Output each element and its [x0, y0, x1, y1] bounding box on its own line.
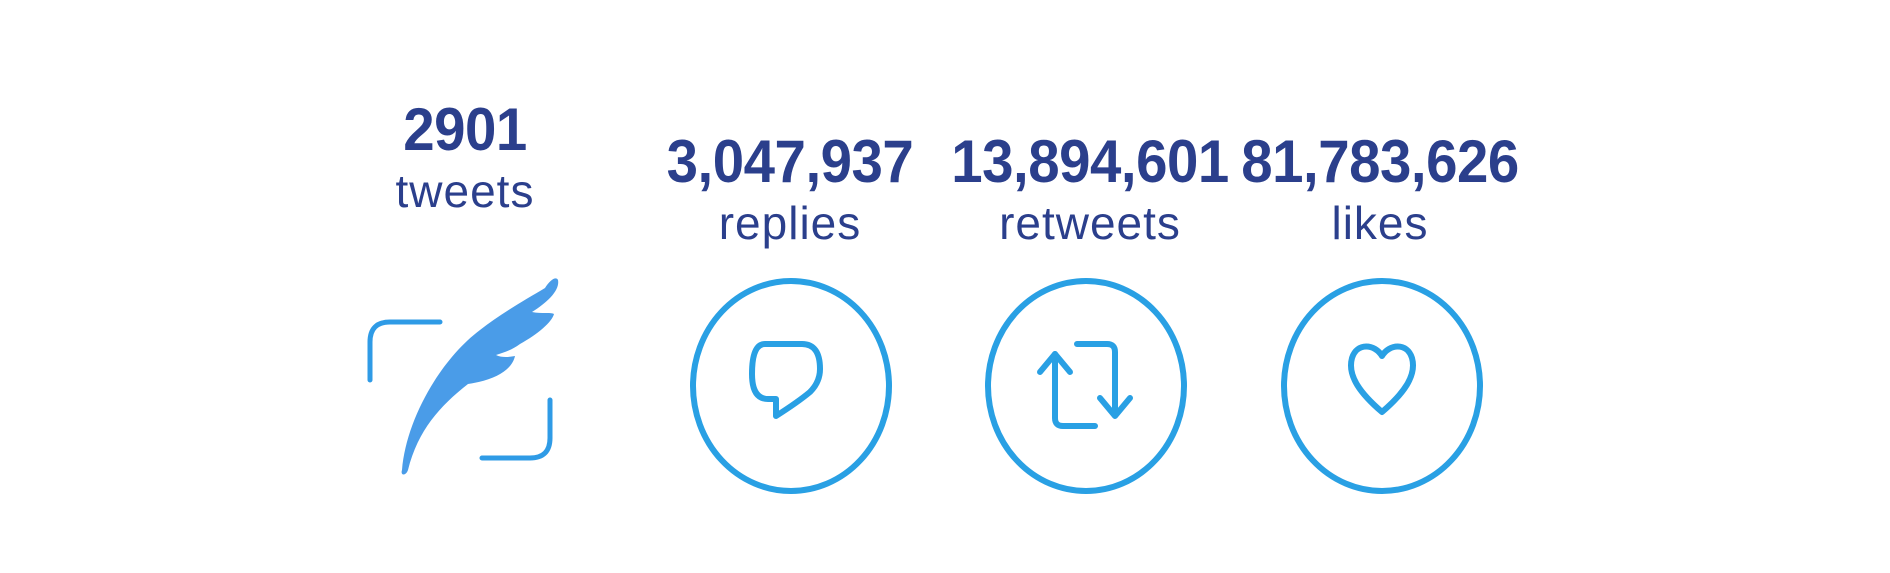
tweets-label: tweets	[395, 165, 535, 217]
reply-icon	[690, 278, 892, 494]
tweets-count: 2901	[403, 96, 527, 163]
likes-count: 81,783,626	[1241, 128, 1519, 195]
retweet-icon	[985, 278, 1187, 494]
replies-count: 3,047,937	[666, 128, 914, 195]
likes-stat: 81,783,626 likes	[1230, 128, 1530, 249]
retweets-stat: 13,894,601 retweets	[940, 128, 1240, 249]
heart-icon	[1281, 278, 1483, 494]
replies-label: replies	[718, 197, 862, 249]
retweets-count: 13,894,601	[951, 128, 1229, 195]
tweets-stat: 2901 tweets	[360, 96, 570, 217]
retweets-label: retweets	[999, 197, 1181, 249]
replies-stat: 3,047,937 replies	[650, 128, 930, 249]
quill-icon	[367, 278, 559, 475]
likes-label: likes	[1331, 197, 1429, 249]
